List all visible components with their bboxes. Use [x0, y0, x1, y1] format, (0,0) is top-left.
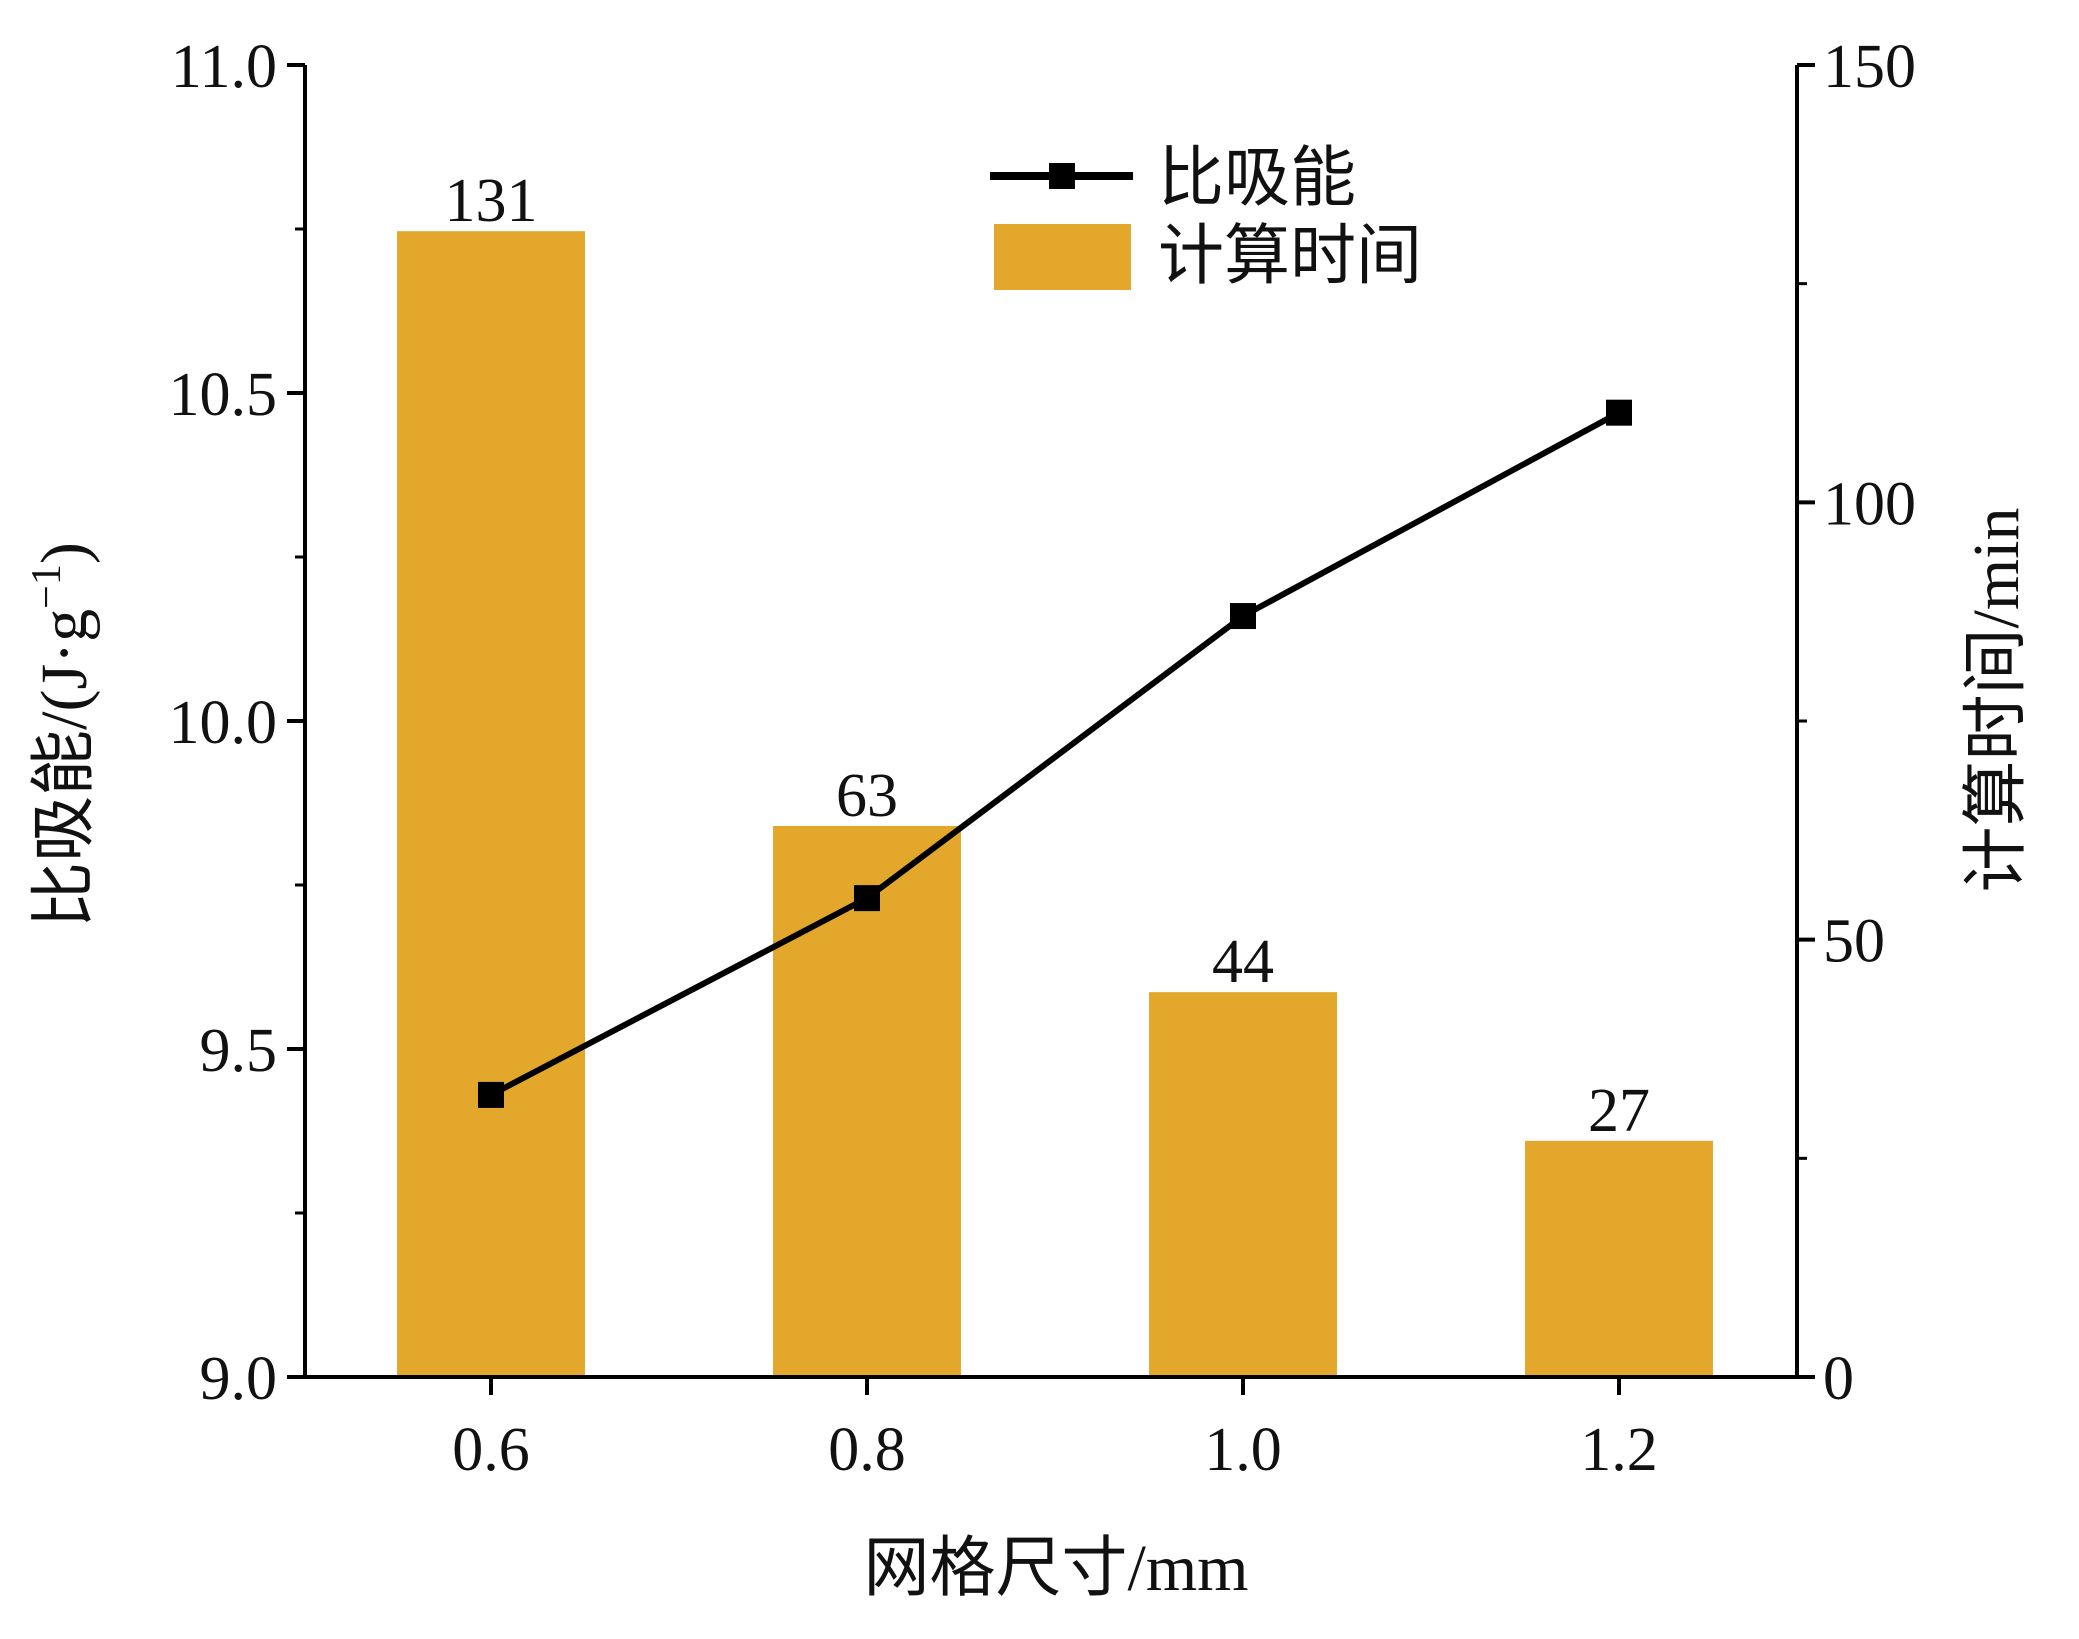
- bar-value-label-1.0: 44: [1212, 928, 1274, 996]
- bars-layer: [397, 231, 1713, 1378]
- y-axis-title-right: 计算时间/min: [1960, 507, 2033, 892]
- x-tick-label-1.2: 1.2: [1580, 1416, 1658, 1484]
- y-right-tick-label: 50: [1823, 908, 1885, 976]
- bar-value-label-1.2: 27: [1588, 1077, 1650, 1145]
- line-point-0.6: [478, 1081, 504, 1108]
- y-left-tick-label: 10.5: [169, 361, 278, 429]
- y-right-tick-label: 100: [1823, 470, 1916, 538]
- bar-value-label-0.6: 131: [445, 167, 538, 235]
- x-tick-label-0.8: 0.8: [828, 1416, 906, 1484]
- legend-label-bar: 计算时间: [1158, 220, 1422, 293]
- y-axis-title-left: 比吸能/(J·g−1): [24, 542, 101, 928]
- y-right-tick-label: 0: [1823, 1345, 1854, 1413]
- x-axis-title: 网格尺寸/mm: [863, 1532, 1248, 1605]
- labels-layer: 131 63 44 27: [445, 167, 1651, 1145]
- y-axis-title-left-suffix: ): [28, 542, 101, 564]
- legend: 比吸能 计算时间: [990, 142, 1422, 293]
- y-axis-title-left-prefix: 比吸能/(J·g: [28, 609, 101, 928]
- bar-0.6: [397, 231, 585, 1378]
- legend-label-line: 比吸能: [1158, 142, 1356, 215]
- axes-layer: 9.0 9.5 10.0 10.5 11.0 0 50 100 150 0.6 0.8 1.0 1.2: [169, 33, 1917, 1484]
- y-left-tick-label: 9.5: [200, 1017, 278, 1085]
- legend-bar-swatch: [994, 224, 1131, 290]
- y-axis-title-left-sup: −1: [24, 564, 70, 609]
- line-point-1.0: [1230, 603, 1256, 630]
- bar-1.2: [1525, 1140, 1713, 1377]
- x-tick-label-0.6: 0.6: [452, 1416, 530, 1484]
- y-left-tick-label: 11.0: [171, 33, 277, 101]
- line-point-0.8: [854, 885, 880, 912]
- y-right-tick-label: 150: [1823, 33, 1916, 101]
- bar-0.8: [773, 825, 961, 1377]
- line-layer: [478, 399, 1632, 1108]
- line-point-1.2: [1606, 399, 1632, 426]
- y-left-tick-label: 9.0: [200, 1345, 278, 1413]
- line-series-path: [489, 410, 1621, 1098]
- legend-marker-swatch: [1049, 163, 1075, 189]
- x-tick-label-1.0: 1.0: [1204, 1416, 1282, 1484]
- bar-value-label-0.8: 63: [836, 762, 898, 830]
- y-left-tick-label: 10.0: [169, 689, 278, 757]
- bar-1.0: [1149, 992, 1337, 1377]
